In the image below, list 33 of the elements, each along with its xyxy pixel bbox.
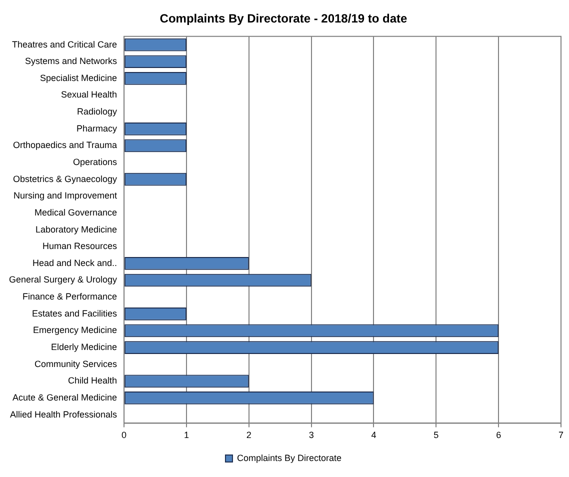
y-tick-label: Emergency Medicine [33, 325, 118, 336]
y-tick-label: Theatres and Critical Care [12, 39, 118, 50]
y-tick-label: Child Health [68, 376, 118, 386]
x-tick-label: 0 [122, 430, 127, 440]
legend-label: Complaints By Directorate [236, 452, 342, 463]
y-tick-label: Pharmacy [76, 123, 118, 134]
y-tick-label: Operations [73, 157, 118, 168]
y-tick-label: Sexual Health [61, 90, 118, 100]
y-tick-label: Radiology [77, 106, 118, 117]
y-tick-label: General Surgery & Urology [8, 274, 118, 285]
y-tick-label: Acute & General Medicine [12, 392, 118, 402]
x-tick-label: 3 [308, 430, 314, 440]
x-tick-label: 7 [558, 430, 564, 440]
y-tick-label: Finance & Performance [22, 292, 118, 302]
x-tick-label: 2 [246, 430, 252, 440]
chart-title: Complaints By Directorate - 2018/19 to date [160, 12, 408, 26]
y-tick-label: Nursing and Improvement [13, 190, 118, 201]
y-tick-label: Laboratory Medicine [36, 224, 118, 234]
x-tick-label: 5 [434, 430, 439, 440]
y-tick-label: Orthopaedics and Trauma [12, 140, 118, 150]
y-tick-label: Human Resources [42, 241, 118, 252]
y-tick-label: Elderly Medicine [51, 342, 118, 352]
x-tick-label: 1 [184, 430, 189, 440]
y-tick-label: Community Services [34, 358, 118, 369]
x-tick-label: 6 [496, 430, 502, 440]
y-tick-label: Medical Governance [34, 207, 118, 218]
y-tick-label: Specialist Medicine [40, 72, 118, 83]
y-tick-label: Estates and Facilities [32, 308, 118, 318]
y-tick-label: Allied Health Professionals [10, 409, 118, 420]
y-tick-label: Obstetrics & Gynaecology [13, 174, 118, 184]
x-tick-label: 4 [371, 430, 376, 440]
y-tick-label: Systems and Networks [25, 56, 118, 66]
y-tick-label: Head and Neck and.. [32, 258, 118, 268]
